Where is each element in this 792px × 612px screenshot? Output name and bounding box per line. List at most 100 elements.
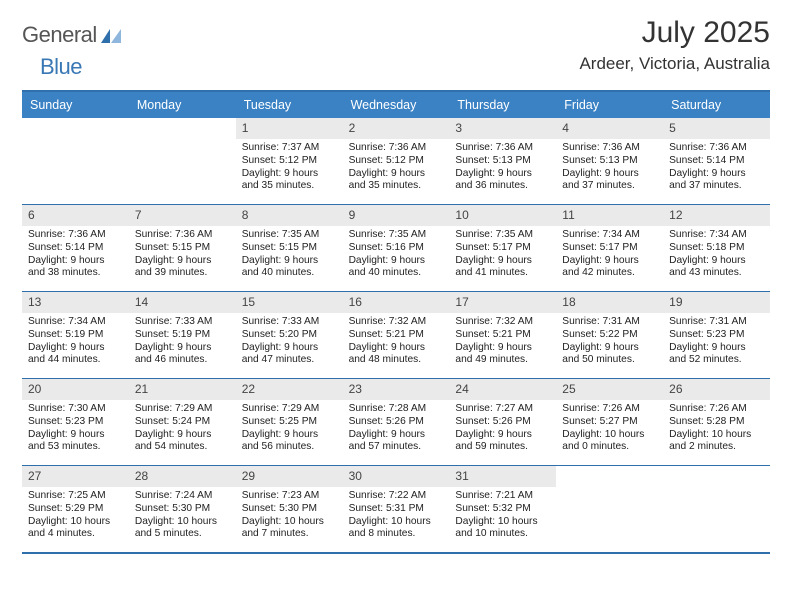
day-number: 27 xyxy=(22,466,129,487)
sunrise-line: Sunrise: 7:31 AM xyxy=(562,316,657,329)
week-row: ..1Sunrise: 7:37 AMSunset: 5:12 PMDaylig… xyxy=(22,118,770,204)
daylight-line: Daylight: 9 hours and 40 minutes. xyxy=(349,255,444,281)
sunset-line: Sunset: 5:30 PM xyxy=(242,503,337,516)
weekday-header: SundayMondayTuesdayWednesdayThursdayFrid… xyxy=(22,92,770,118)
day-cell: 14Sunrise: 7:33 AMSunset: 5:19 PMDayligh… xyxy=(129,292,236,378)
day-number: 18 xyxy=(556,292,663,313)
day-number: 20 xyxy=(22,379,129,400)
empty-cell: . xyxy=(556,466,663,552)
day-number: 2 xyxy=(343,118,450,139)
sunset-line: Sunset: 5:17 PM xyxy=(455,242,550,255)
day-cell: 24Sunrise: 7:27 AMSunset: 5:26 PMDayligh… xyxy=(449,379,556,465)
day-cell: 13Sunrise: 7:34 AMSunset: 5:19 PMDayligh… xyxy=(22,292,129,378)
day-cell: 17Sunrise: 7:32 AMSunset: 5:21 PMDayligh… xyxy=(449,292,556,378)
day-cell: 22Sunrise: 7:29 AMSunset: 5:25 PMDayligh… xyxy=(236,379,343,465)
sunset-line: Sunset: 5:26 PM xyxy=(349,416,444,429)
day-number: 1 xyxy=(236,118,343,139)
daylight-line: Daylight: 9 hours and 57 minutes. xyxy=(349,429,444,455)
sunset-line: Sunset: 5:13 PM xyxy=(455,155,550,168)
sunrise-line: Sunrise: 7:22 AM xyxy=(349,490,444,503)
day-cell: 18Sunrise: 7:31 AMSunset: 5:22 PMDayligh… xyxy=(556,292,663,378)
day-cell: 20Sunrise: 7:30 AMSunset: 5:23 PMDayligh… xyxy=(22,379,129,465)
daylight-line: Daylight: 9 hours and 56 minutes. xyxy=(242,429,337,455)
sunrise-line: Sunrise: 7:37 AM xyxy=(242,142,337,155)
day-number: 12 xyxy=(663,205,770,226)
day-number: 17 xyxy=(449,292,556,313)
day-cell: 26Sunrise: 7:26 AMSunset: 5:28 PMDayligh… xyxy=(663,379,770,465)
day-cell: 5Sunrise: 7:36 AMSunset: 5:14 PMDaylight… xyxy=(663,118,770,204)
sunrise-line: Sunrise: 7:32 AM xyxy=(349,316,444,329)
week-row: 20Sunrise: 7:30 AMSunset: 5:23 PMDayligh… xyxy=(22,378,770,465)
day-cell: 3Sunrise: 7:36 AMSunset: 5:13 PMDaylight… xyxy=(449,118,556,204)
day-number: 14 xyxy=(129,292,236,313)
sunset-line: Sunset: 5:31 PM xyxy=(349,503,444,516)
day-cell: 2Sunrise: 7:36 AMSunset: 5:12 PMDaylight… xyxy=(343,118,450,204)
weekday-label: Thursday xyxy=(449,92,556,118)
day-number: 26 xyxy=(663,379,770,400)
location-label: Ardeer, Victoria, Australia xyxy=(579,54,770,74)
calendar: SundayMondayTuesdayWednesdayThursdayFrid… xyxy=(22,90,770,554)
sunrise-line: Sunrise: 7:23 AM xyxy=(242,490,337,503)
sunset-line: Sunset: 5:17 PM xyxy=(562,242,657,255)
day-cell: 9Sunrise: 7:35 AMSunset: 5:16 PMDaylight… xyxy=(343,205,450,291)
sunset-line: Sunset: 5:20 PM xyxy=(242,329,337,342)
daylight-line: Daylight: 10 hours and 5 minutes. xyxy=(135,516,230,542)
day-cell: 25Sunrise: 7:26 AMSunset: 5:27 PMDayligh… xyxy=(556,379,663,465)
week-row: 6Sunrise: 7:36 AMSunset: 5:14 PMDaylight… xyxy=(22,204,770,291)
sunset-line: Sunset: 5:24 PM xyxy=(135,416,230,429)
sunset-line: Sunset: 5:19 PM xyxy=(135,329,230,342)
day-number: 15 xyxy=(236,292,343,313)
sunrise-line: Sunrise: 7:26 AM xyxy=(562,403,657,416)
day-cell: 1Sunrise: 7:37 AMSunset: 5:12 PMDaylight… xyxy=(236,118,343,204)
empty-cell: . xyxy=(129,118,236,204)
sunrise-line: Sunrise: 7:34 AM xyxy=(28,316,123,329)
sunrise-line: Sunrise: 7:33 AM xyxy=(242,316,337,329)
sunrise-line: Sunrise: 7:25 AM xyxy=(28,490,123,503)
sunset-line: Sunset: 5:15 PM xyxy=(242,242,337,255)
day-number: 10 xyxy=(449,205,556,226)
day-cell: 12 Sunrise: 7:34 AMSunset: 5:18 PMDayligh… xyxy=(663,205,770,291)
daylight-line: Daylight: 9 hours and 54 minutes. xyxy=(135,429,230,455)
sunset-line: Sunset: 5:29 PM xyxy=(28,503,123,516)
sunset-line: Sunset: 5:18 PM xyxy=(669,242,764,255)
daylight-line: Daylight: 9 hours and 39 minutes. xyxy=(135,255,230,281)
day-number: 29 xyxy=(236,466,343,487)
day-cell: 30Sunrise: 7:22 AMSunset: 5:31 PMDayligh… xyxy=(343,466,450,552)
sunset-line: Sunset: 5:22 PM xyxy=(562,329,657,342)
sunrise-line: Sunrise: 7:34 AM xyxy=(669,229,764,242)
weekday-label: Saturday xyxy=(663,92,770,118)
day-cell: 29Sunrise: 7:23 AMSunset: 5:30 PMDayligh… xyxy=(236,466,343,552)
day-number: 8 xyxy=(236,205,343,226)
sunset-line: Sunset: 5:14 PM xyxy=(28,242,123,255)
daylight-line: Daylight: 9 hours and 43 minutes. xyxy=(669,255,764,281)
weekday-label: Sunday xyxy=(22,92,129,118)
day-number: 13 xyxy=(22,292,129,313)
sunrise-line: Sunrise: 7:35 AM xyxy=(455,229,550,242)
page: General July 2025 Ardeer, Victoria, Aust… xyxy=(0,0,792,612)
day-number: 4 xyxy=(556,118,663,139)
day-number: 28 xyxy=(129,466,236,487)
sunrise-line: Sunrise: 7:29 AM xyxy=(242,403,337,416)
day-cell: 6Sunrise: 7:36 AMSunset: 5:14 PMDaylight… xyxy=(22,205,129,291)
weekday-label: Friday xyxy=(556,92,663,118)
daylight-line: Daylight: 9 hours and 48 minutes. xyxy=(349,342,444,368)
day-cell: 31Sunrise: 7:21 AMSunset: 5:32 PMDayligh… xyxy=(449,466,556,552)
sunrise-line: Sunrise: 7:34 AM xyxy=(562,229,657,242)
day-cell: 27Sunrise: 7:25 AMSunset: 5:29 PMDayligh… xyxy=(22,466,129,552)
day-number: 7 xyxy=(129,205,236,226)
day-number: 23 xyxy=(343,379,450,400)
daylight-line: Daylight: 10 hours and 10 minutes. xyxy=(455,516,550,542)
sunrise-line: Sunrise: 7:36 AM xyxy=(28,229,123,242)
week-row: 13 Sunrise: 7:34 AM Sunset: 5:19 PM Dayligh… xyxy=(22,291,770,378)
daylight-line: Daylight: 9 hours and 35 minutes. xyxy=(349,168,444,194)
empty-cell: . xyxy=(22,118,129,204)
sunset-line: Sunset: 5:12 PM xyxy=(349,155,444,168)
day-cell: 21Sunrise: 7:29 AMSunset: 5:24 PMDayligh… xyxy=(129,379,236,465)
day-number: 21 xyxy=(129,379,236,400)
day-cell: 7Sunrise: 7:36 AMSunset: 5:15 PMDaylight… xyxy=(129,205,236,291)
sunrise-line: Sunrise: 7:36 AM xyxy=(455,142,550,155)
sunset-line: Sunset: 5:23 PM xyxy=(669,329,764,342)
sunrise-line: Sunrise: 7:36 AM xyxy=(562,142,657,155)
daylight-line: Daylight: 9 hours and 52 minutes. xyxy=(669,342,764,368)
sunrise-line: Sunrise: 7:24 AM xyxy=(135,490,230,503)
